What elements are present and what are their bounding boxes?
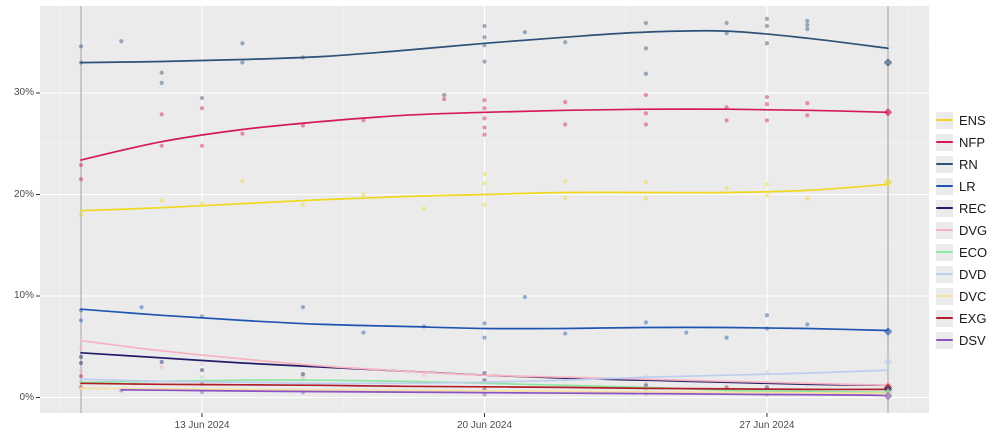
dsv-line-swatch bbox=[936, 338, 953, 342]
legend-item-dvg: DVG bbox=[936, 219, 987, 241]
legend-item-eco: ECO bbox=[936, 241, 987, 263]
legend-label: DSV bbox=[959, 332, 986, 348]
legend-label: DVC bbox=[959, 288, 987, 304]
y-axis-label-10: 10% bbox=[13, 290, 34, 301]
legend-key bbox=[936, 243, 953, 261]
legend-item-rec: REC bbox=[936, 197, 987, 219]
legend-label: REC bbox=[959, 200, 987, 216]
legend-item-ens: ENS bbox=[936, 109, 987, 131]
legend-key bbox=[936, 177, 953, 195]
legend-key bbox=[936, 265, 953, 283]
legend-item-dvd: DVD bbox=[936, 263, 987, 285]
legend-item-lr: LR bbox=[936, 175, 987, 197]
legend-key bbox=[936, 155, 953, 173]
legend: ENS NFP RN LR REC DVG ECO DVD bbox=[936, 109, 987, 351]
rec-line-swatch bbox=[936, 206, 953, 210]
legend-item-rn: RN bbox=[936, 153, 987, 175]
dvc-line-swatch bbox=[936, 294, 953, 298]
y-axis-label-0: 0% bbox=[19, 391, 34, 403]
x-axis-label-13jun: 13 Jun 2024 bbox=[174, 420, 230, 431]
y-axis-label-20: 20% bbox=[13, 188, 34, 200]
dvd-line-swatch bbox=[936, 272, 953, 276]
legend-item-dsv: DSV bbox=[936, 329, 987, 351]
legend-label: ENS bbox=[959, 112, 986, 128]
legend-label: EXG bbox=[959, 310, 987, 326]
legend-key bbox=[936, 133, 953, 151]
lr-line-swatch bbox=[936, 184, 953, 188]
legend-label: NFP bbox=[959, 134, 985, 150]
legend-label: DVD bbox=[959, 266, 987, 282]
rn-line-swatch bbox=[936, 162, 953, 166]
legend-key bbox=[936, 309, 953, 327]
legend-item-exg: EXG bbox=[936, 307, 987, 329]
exg-line-swatch bbox=[936, 316, 953, 320]
legend-label: LR bbox=[959, 178, 976, 194]
legend-key bbox=[936, 287, 953, 305]
ens-line-swatch bbox=[936, 118, 953, 122]
dvg-line-swatch bbox=[936, 228, 953, 232]
legend-label: ECO bbox=[959, 244, 988, 260]
x-axis-label-27jun: 27 Jun 2024 bbox=[739, 420, 795, 431]
eco-line-swatch bbox=[936, 250, 953, 254]
legend-label: DVG bbox=[959, 222, 988, 238]
legend-label: RN bbox=[959, 156, 978, 172]
y-axis-label-30: 30% bbox=[13, 87, 34, 98]
legend-key bbox=[936, 199, 953, 217]
nfp-line-swatch bbox=[936, 140, 953, 144]
legend-item-nfp: NFP bbox=[936, 131, 987, 153]
legend-item-dvc: DVC bbox=[936, 285, 987, 307]
legend-key bbox=[936, 221, 953, 239]
legend-key bbox=[936, 331, 953, 349]
legend-key bbox=[936, 111, 953, 129]
x-axis-label-20jun: 20 Jun 2024 bbox=[456, 420, 513, 431]
